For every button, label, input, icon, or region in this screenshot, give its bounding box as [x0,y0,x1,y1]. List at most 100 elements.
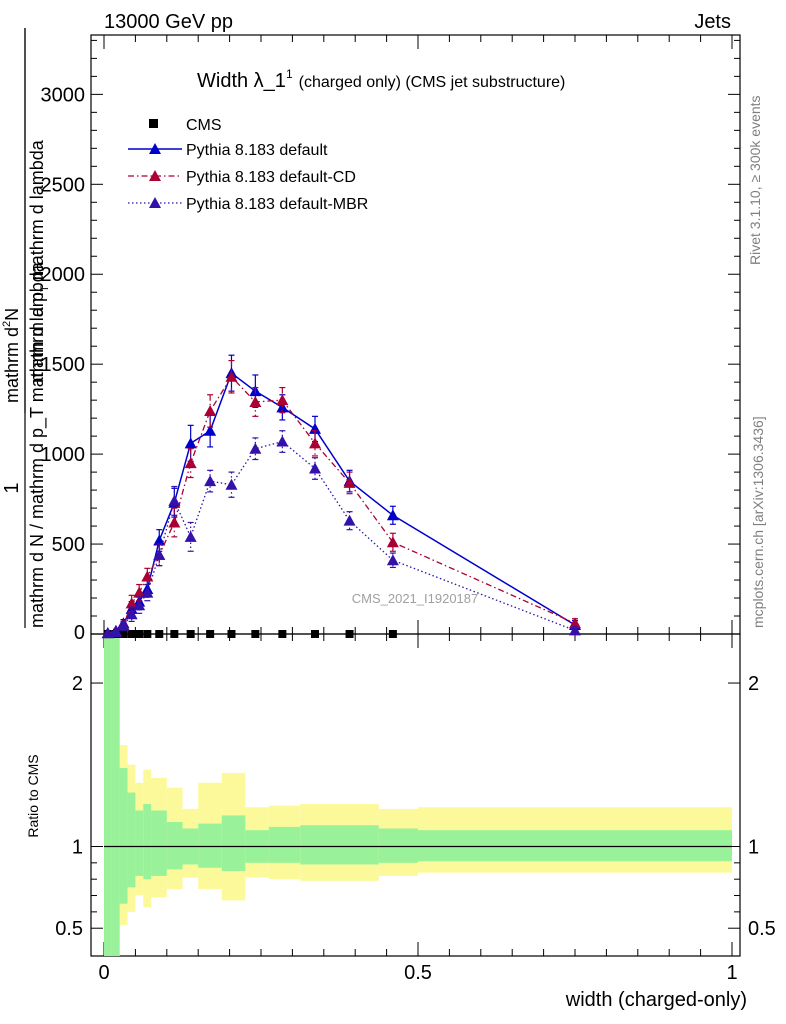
header-right: Jets [694,11,731,33]
data-point-dotted [153,548,166,560]
ylabel-numerator-fraction: mathrm d2N [1,308,22,403]
data-point-dotted [204,475,217,487]
legend-default-marker [149,143,161,154]
title-sup: 1 [286,67,293,81]
ratio-band-inner [166,821,183,870]
y-tick-label: 2500 [41,174,86,196]
y-tick-label: 3000 [41,84,86,106]
data-point-dashdot [168,516,181,528]
data-point-dotted [101,627,114,639]
x-tick-label: 0.5 [404,962,432,984]
ratio-frame [90,633,741,957]
legend-label-cms: CMS [186,117,222,134]
data-point-dashdot [249,395,262,407]
legend-cms-marker [149,119,158,128]
data-point-dotted [141,586,154,598]
data-point-dotted [184,530,197,542]
xlabel: width (charged-only) [565,989,747,1011]
ylabel-denominator: mathrm d N / mathrm d p_T mathrm d lambd… [27,261,48,628]
y-tick-label: 2000 [41,264,86,286]
cms-point [186,630,195,638]
data-point-dotted [386,554,399,566]
plot-title: Width λ_11 (charged only) (CMS jet substr… [197,67,565,92]
ratio-ylabel: Ratio to CMS [25,754,41,837]
main-data-series [101,354,581,639]
ratio-y-tick-label: 0.5 [55,918,83,940]
ratio-band-inner [198,823,222,868]
data-point-dotted [117,619,130,631]
data-point-dashdot [386,536,399,548]
ratio-plot-area [104,634,732,956]
data-point-dashdot [309,437,322,449]
ylabel-one: 1 [1,482,23,493]
data-point-dotted [125,608,138,620]
y-tick-label-zero: 0 [74,622,85,644]
data-point-dashdot [225,370,238,382]
ratio-y-tick-label-right: 2 [748,673,759,695]
ylabel-inner-denominator: mathrm d pT mathrm d lambda [27,139,51,383]
data-point-solid [204,424,217,436]
cms-point [155,630,164,638]
x-tick-label: 1 [726,962,737,984]
legend-cd-marker [149,170,161,181]
cms-point [170,630,179,638]
ratio-band-inner [135,810,144,876]
series-line-dotted [107,440,576,634]
ratio-y-tick-label-right: 0.5 [748,918,776,940]
data-point-dashdot [569,617,581,629]
title-main: Width λ_1 [197,70,286,92]
data-point-dashdot [141,570,154,582]
ratio-band-inner [221,815,246,872]
data-point-dotted [225,478,238,490]
data-point-dotted [109,626,122,638]
y-tick-label: 500 [52,534,85,556]
cms-point [206,630,215,638]
legend: CMS Pythia 8.183 default Pythia 8.183 de… [128,117,368,213]
ratio-band-inner [143,803,152,880]
header-left: 13000 GeV pp [104,11,233,33]
ylabel-d: mathrm d [2,327,22,403]
ratio-band-inner [151,810,167,876]
data-point-dotted [309,462,322,474]
cms-point [127,630,136,638]
ratio-band-inner [119,768,128,904]
ratio-band-inner [268,826,301,863]
data-point-dotted [168,494,181,506]
ratio-y-tick-label: 1 [72,836,83,858]
y-tick-label: 1000 [41,444,86,466]
main-ylabel-inner: mathrm d2N mathrm d pT mathrm d lambda [1,28,51,413]
ylabel-t: T [39,285,51,292]
ylabel-dl: mathrm d lambda [27,139,47,285]
data-point-solid [386,509,399,521]
ratio-band-inner [127,792,136,888]
data-point-dashdot [125,597,138,609]
data-point-solid [184,437,197,449]
ratio-band-inner [104,634,112,956]
cms-point [143,630,152,638]
cms-point [135,630,144,638]
y-tick-label: 1500 [41,354,86,376]
cms-point [251,630,260,638]
cms-point [278,630,287,638]
data-point-dotted [569,624,581,636]
data-point-dashdot [184,457,197,469]
mcplots-label: mcplots.cern.ch [arXiv:1306.3436] [750,416,766,628]
data-point-dotted [133,599,146,611]
main-plot-area: 500 1000 1500 2000 2500 3000 0 0 0.5 1 0.5 0.5 1 1 2 2 [41,34,776,984]
cms-point [227,630,236,638]
legend-label-default: Pythia 8.183 default [186,142,328,159]
ratio-band-inner [339,825,379,865]
data-point-dashdot [343,476,356,488]
data-point-dashdot [204,404,217,416]
ratio-y-tick-label-right: 1 [748,836,759,858]
ratio-band-inner [300,825,340,865]
title-rest: (charged only) (CMS jet substructure) [299,74,566,91]
data-point-dotted [249,442,262,454]
legend-mbr-marker [149,197,161,208]
legend-label-cd: Pythia 8.183 default-CD [186,169,356,186]
analysis-watermark: CMS_2021_I1920187 [352,591,479,606]
ylabel-dp: mathrm d p [27,292,47,383]
rivet-label: Rivet 3.1.10, ≥ 300k events [747,95,763,265]
ratio-band-inner [111,634,120,956]
